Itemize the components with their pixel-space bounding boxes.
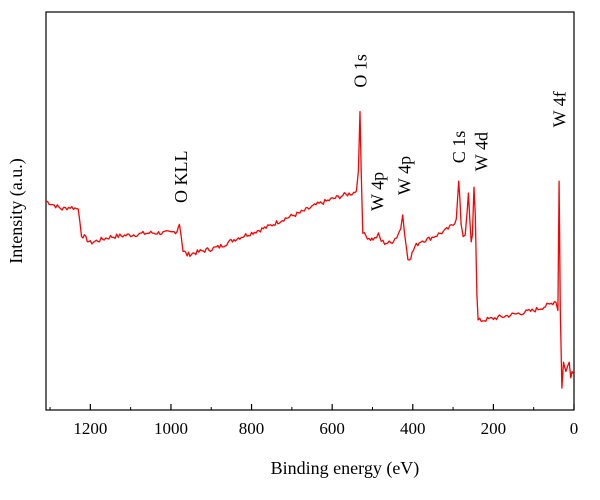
y-axis-title: Intensity (a.u.)	[6, 158, 27, 263]
peak-label: W 4p	[395, 156, 415, 195]
x-tick-label: 400	[400, 419, 426, 438]
peak-label: O KLL	[171, 151, 191, 204]
plot-area	[45, 11, 575, 411]
peak-label: O 1s	[350, 54, 370, 88]
peak-label: C 1s	[449, 131, 469, 164]
x-tick-label: 600	[319, 419, 345, 438]
x-tick-label: 1200	[73, 419, 107, 438]
peak-label: W 4f	[550, 91, 570, 127]
x-tick-label: 800	[239, 419, 265, 438]
peak-label: W 4p	[367, 172, 387, 211]
x-axis-tick-labels: 1200 1000 800 600 400 200 0	[73, 419, 578, 438]
x-tick-label: 1000	[154, 419, 188, 438]
x-tick-label: 0	[570, 419, 579, 438]
plot-frame	[45, 11, 575, 411]
x-tick-label: 200	[481, 419, 507, 438]
x-axis-title: Binding energy (eV)	[271, 458, 420, 479]
peak-label: W 4d	[471, 132, 491, 171]
x-axis-ticks	[49, 404, 575, 410]
spectrum-line	[45, 110, 575, 389]
peak-labels: O KLL O 1s W 4p W 4p C 1s W 4d W 4f	[171, 54, 570, 211]
